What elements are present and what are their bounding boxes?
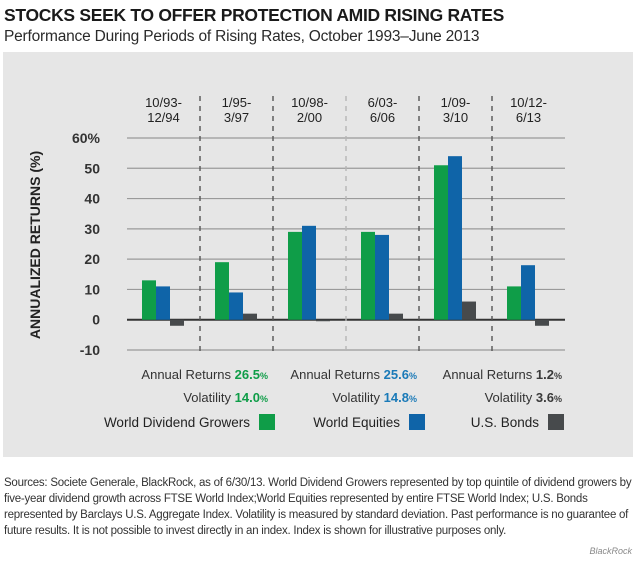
y-tick-label: 30 bbox=[84, 221, 100, 237]
legend-item-world-equities: World Equities bbox=[313, 414, 425, 430]
chart-subtitle: Performance During Periods of Rising Rat… bbox=[4, 28, 480, 45]
volatility-label: Volatility bbox=[484, 390, 533, 405]
category-label: 12/94 bbox=[147, 110, 180, 125]
y-tick-label: 50 bbox=[84, 160, 100, 176]
legend-swatch-gray bbox=[548, 414, 564, 430]
category-label: 10/98- bbox=[291, 95, 328, 110]
bar-us-bonds bbox=[243, 313, 257, 320]
returns-label: Annual Returns bbox=[290, 367, 381, 382]
bar-dividend-growers bbox=[434, 165, 448, 320]
bar-world-equities bbox=[521, 265, 535, 320]
bar-us-bonds bbox=[170, 319, 184, 326]
volatility-value: 3.6% bbox=[535, 390, 562, 405]
category-label: 10/93- bbox=[145, 95, 182, 110]
chart-panel bbox=[3, 52, 633, 457]
volatility-label: Volatility bbox=[332, 390, 381, 405]
chart-title: STOCKS SEEK TO OFFER PROTECTION AMID RIS… bbox=[4, 5, 504, 25]
category-label: 6/06 bbox=[370, 110, 395, 125]
volatility-label: Volatility bbox=[183, 390, 232, 405]
category-label: 6/13 bbox=[516, 110, 541, 125]
stat-returns-us-bonds: Annual Returns 1.2% bbox=[443, 367, 562, 382]
returns-value: 26.5% bbox=[234, 367, 268, 382]
legend-item-dividend-growers: World Dividend Growers bbox=[104, 414, 275, 430]
legend-swatch-blue bbox=[409, 414, 425, 430]
category-label: 1/95- bbox=[222, 95, 252, 110]
stat-volatility-dividend-growers: Volatility 14.0% bbox=[183, 390, 268, 405]
legend-item-us-bonds: U.S. Bonds bbox=[471, 414, 564, 430]
bar-world-equities bbox=[448, 156, 462, 320]
category-label: 2/00 bbox=[297, 110, 322, 125]
bar-world-equities bbox=[156, 286, 170, 320]
stat-volatility-world-equities: Volatility 14.8% bbox=[332, 390, 417, 405]
y-tick-label: 0 bbox=[92, 312, 100, 328]
y-tick-label: 20 bbox=[84, 251, 100, 267]
bar-world-equities bbox=[302, 225, 316, 320]
y-tick-label: 60% bbox=[72, 130, 101, 146]
returns-value: 1.2% bbox=[535, 367, 562, 382]
bar-dividend-growers bbox=[142, 280, 156, 320]
legend-label: World Equities bbox=[313, 414, 400, 430]
y-tick-label: 40 bbox=[84, 191, 100, 207]
category-label: 3/97 bbox=[224, 110, 249, 125]
y-axis-label: ANNUALIZED RETURNS (%) bbox=[27, 151, 43, 339]
category-label: 6/03- bbox=[368, 95, 398, 110]
returns-label: Annual Returns bbox=[442, 367, 533, 382]
stat-volatility-us-bonds: Volatility 3.6% bbox=[485, 390, 562, 405]
bar-world-equities bbox=[229, 292, 243, 320]
bar-chart: ANNUALIZED RETURNS (%) -10 0 10 20 30 40 50 60%… bbox=[27, 95, 565, 358]
volatility-value: 14.8% bbox=[383, 390, 417, 405]
bar-world-equities bbox=[375, 234, 389, 320]
bar-us-bonds bbox=[535, 319, 549, 326]
bar-us-bonds bbox=[389, 313, 403, 320]
brand-label: BlackRock bbox=[589, 546, 632, 556]
legend-label: U.S. Bonds bbox=[470, 414, 539, 430]
legend-label: World Dividend Growers bbox=[103, 414, 250, 430]
stat-returns-dividend-growers: Annual Returns 26.5% bbox=[141, 367, 268, 382]
bar-us-bonds bbox=[316, 319, 330, 322]
returns-value: 25.6% bbox=[383, 367, 417, 382]
volatility-value: 14.0% bbox=[234, 390, 268, 405]
bar-dividend-growers bbox=[361, 231, 375, 320]
bar-dividend-growers bbox=[215, 262, 229, 320]
legend-swatch-green bbox=[259, 414, 275, 430]
returns-label: Annual Returns bbox=[141, 367, 232, 382]
category-label: 10/12- bbox=[510, 95, 547, 110]
category-label: 1/09- bbox=[441, 95, 471, 110]
category-label: 3/10 bbox=[443, 110, 468, 125]
stat-returns-world-equities: Annual Returns 25.6% bbox=[290, 367, 417, 382]
bar-us-bonds bbox=[462, 301, 476, 320]
bar-dividend-growers bbox=[507, 286, 521, 320]
bar-dividend-growers bbox=[288, 231, 302, 320]
sources-footnote: Sources: Societe Generale, BlackRock, as… bbox=[4, 477, 632, 537]
y-tick-label: 10 bbox=[84, 281, 100, 297]
y-tick-label: -10 bbox=[80, 342, 100, 358]
